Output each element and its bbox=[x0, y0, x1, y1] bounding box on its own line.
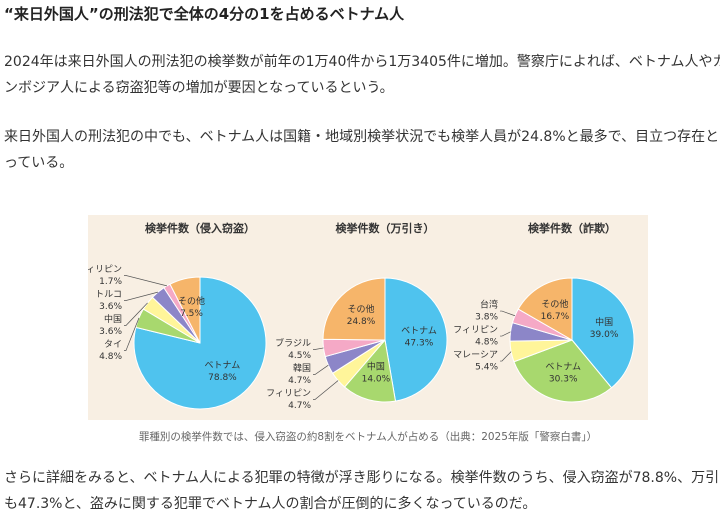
slice-value-label: 3.8% bbox=[475, 313, 498, 323]
chart-title: 検挙件数（詐欺） bbox=[528, 221, 616, 235]
slice-label: 中国 bbox=[367, 360, 385, 372]
pie-slice bbox=[343, 338, 397, 403]
slice-label: フィリピン bbox=[266, 388, 311, 399]
slice-label: ベトナム bbox=[205, 360, 241, 371]
slice-value-label: 78.8% bbox=[208, 373, 237, 383]
slice-label: フィリピン bbox=[88, 264, 122, 275]
leader-line bbox=[124, 291, 159, 301]
slice-label: マレーシア bbox=[453, 351, 498, 361]
slice-label: その他 bbox=[348, 303, 375, 315]
chart-title: 検挙件数（侵入窃盗） bbox=[145, 221, 255, 235]
slice-label: ブラジル bbox=[275, 337, 311, 349]
leader-line bbox=[313, 364, 329, 375]
slice-label: 中国 bbox=[595, 316, 613, 328]
leader-line bbox=[313, 347, 324, 350]
pie-slice bbox=[513, 339, 613, 403]
slice-value-label: 24.8% bbox=[347, 317, 376, 327]
slice-label: フィリピン bbox=[453, 325, 498, 336]
pie-slice bbox=[322, 277, 386, 341]
slice-value-label: 4.7% bbox=[288, 376, 311, 386]
paragraph: 2024年は来日外国人の刑法犯の検挙数が前年の1万40件から1万3405件に増加… bbox=[4, 54, 720, 96]
slice-label: トルコ bbox=[95, 290, 122, 300]
leader-line bbox=[500, 310, 516, 317]
slice-label: その他 bbox=[541, 298, 568, 310]
leader-line bbox=[500, 331, 511, 337]
figure-caption: 罪種別の検挙件数では、侵入窃盗の約8割をベトナム人が占める（出典：2025年版「… bbox=[138, 431, 598, 443]
slice-value-label: 3.6% bbox=[99, 327, 122, 337]
slice-value-label: 4.7% bbox=[288, 401, 311, 411]
slice-label: ベトナム bbox=[401, 326, 437, 337]
slice-value-label: 4.8% bbox=[475, 338, 498, 348]
slice-value-label: 5.4% bbox=[475, 363, 498, 373]
slice-value-label: 1.7% bbox=[99, 277, 122, 287]
slice-value-label: 16.7% bbox=[541, 312, 570, 322]
slice-value-label: 7.5% bbox=[180, 309, 203, 319]
slice-label: 中国 bbox=[104, 313, 122, 325]
slice-value-label: 30.3% bbox=[549, 374, 578, 384]
slice-value-label: 47.3% bbox=[405, 339, 434, 349]
chart-title: 検挙件数（万引き） bbox=[336, 221, 435, 235]
figure-image: 検挙件数（侵入窃盗） ベトナム 78.8% その他 7.5% フィリピン 1.7% トルコ 3.… bbox=[88, 215, 648, 420]
leader-line bbox=[124, 275, 168, 287]
slice-value-label: 4.5% bbox=[288, 351, 311, 361]
leader-line bbox=[500, 351, 512, 362]
slice-value-label: 39.0% bbox=[590, 330, 619, 340]
pie-slice bbox=[517, 277, 573, 341]
pie-slice bbox=[169, 276, 201, 344]
slice-label: タイ bbox=[104, 339, 122, 350]
paragraph: 来日外国人の刑法犯の中でも、ベトナム人は国籍・地域別検挙状況でも検挙人員が24.… bbox=[4, 129, 720, 171]
pie-slice bbox=[384, 277, 448, 402]
slice-label: 韓国 bbox=[293, 363, 311, 374]
slice-label: ベトナム bbox=[545, 361, 581, 372]
leader-line bbox=[313, 380, 339, 400]
leader-line bbox=[124, 317, 140, 351]
slice-value-label: 14.0% bbox=[362, 374, 391, 384]
article-title: “来日外国人”の刑法犯で全体の4分の1を占めるベトナム人 bbox=[4, 5, 405, 23]
slice-value-label: 4.8% bbox=[99, 352, 122, 362]
slice-value-label: 3.6% bbox=[99, 302, 122, 312]
slice-label: その他 bbox=[178, 295, 205, 307]
paragraph: さらに詳細をみると、ベトナム人による犯罪の特徴が浮き彫りになる。検挙件数のうち、… bbox=[4, 470, 720, 512]
pie-slice bbox=[571, 277, 635, 389]
slice-label: 台湾 bbox=[480, 299, 498, 311]
leader-line bbox=[124, 302, 148, 326]
